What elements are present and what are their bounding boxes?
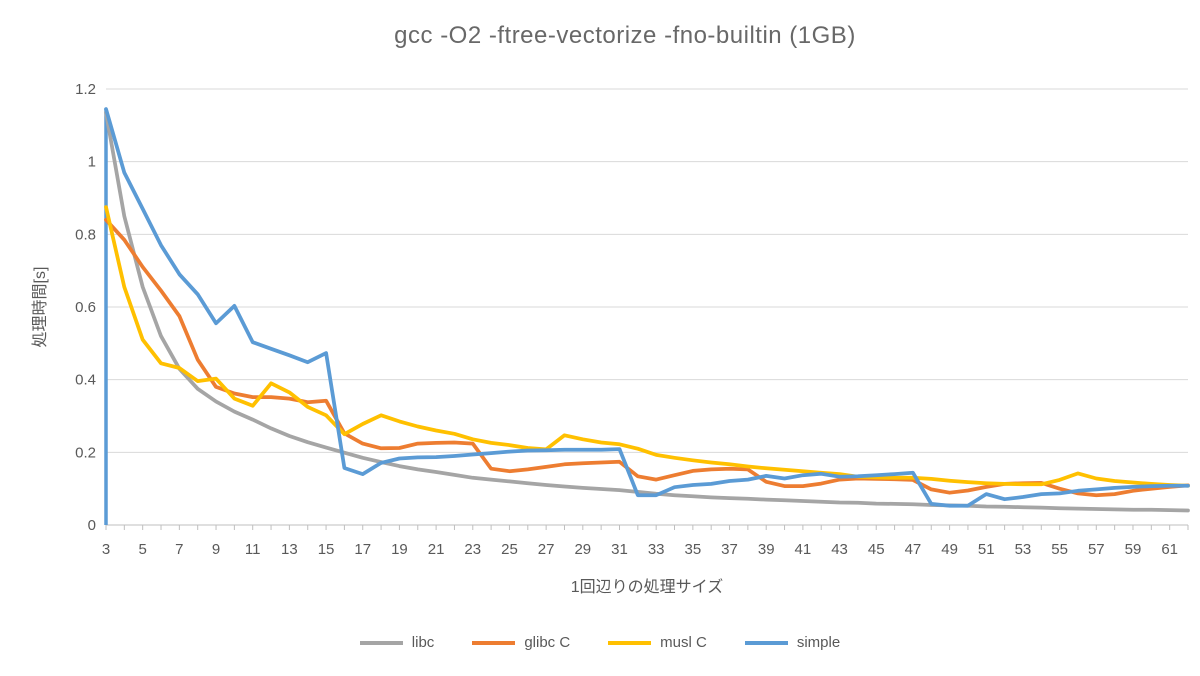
x-axis-title: 1回辺りの処理サイズ — [570, 579, 724, 596]
x-tick-label: 29 — [574, 541, 591, 558]
x-tick-label: 11 — [245, 541, 261, 558]
series-line-glibc-c — [104, 217, 1190, 498]
x-tick-label: 25 — [501, 541, 518, 558]
x-tick-label: 53 — [1015, 541, 1032, 558]
chart-title: gcc -O2 -ftree-vectorize -fno-builtin (1… — [394, 22, 856, 49]
x-tick-label: 59 — [1125, 541, 1142, 558]
series-line-musl-c — [104, 205, 1190, 488]
x-tick-label: 45 — [868, 541, 885, 558]
legend-item: simple — [744, 634, 841, 651]
x-tick-label: 35 — [685, 541, 702, 558]
x-tick-label: 47 — [905, 541, 922, 558]
x-tick-label: 17 — [354, 541, 371, 558]
x-tick-label: 5 — [139, 541, 147, 558]
x-tick-label: 55 — [1051, 541, 1068, 558]
x-tick-label: 15 — [318, 541, 335, 558]
y-axis-title: 処理時間[s] — [32, 266, 49, 348]
y-tick-label: 0.4 — [75, 372, 96, 389]
x-tick-label: 7 — [175, 541, 183, 558]
x-tick-label: 61 — [1161, 541, 1178, 558]
x-tick-label: 9 — [212, 541, 220, 558]
x-tick-label: 57 — [1088, 541, 1105, 558]
x-tick-label: 21 — [428, 541, 445, 558]
x-tick-label: 49 — [941, 541, 958, 558]
y-tick-label: 1 — [88, 154, 96, 171]
y-tick-label: 0.8 — [75, 226, 96, 243]
legend-label: musl C — [660, 634, 707, 651]
series-line-simple — [104, 107, 1190, 508]
legend-label: simple — [796, 634, 841, 651]
x-tick-label: 23 — [464, 541, 481, 558]
x-tick-label: 41 — [795, 541, 812, 558]
x-tick-label: 13 — [281, 541, 298, 558]
x-tick-label: 39 — [758, 541, 775, 558]
y-tick-label: 1.2 — [75, 81, 96, 98]
x-tick-label: 43 — [831, 541, 848, 558]
legend-label: libc — [411, 634, 435, 651]
legend-line-swatch — [472, 640, 516, 645]
x-tick-label: 37 — [721, 541, 738, 558]
legend-item: musl C — [608, 634, 707, 651]
legend: libc glibc C musl C simple — [0, 634, 1200, 651]
series-line-libc — [104, 110, 1190, 513]
legend-item: libc — [359, 634, 435, 651]
x-tick-label: 3 — [102, 541, 110, 558]
y-tick-label: 0.2 — [75, 444, 96, 461]
x-tick-label: 31 — [611, 541, 628, 558]
legend-line-swatch — [608, 640, 652, 645]
x-tick-label: 19 — [391, 541, 408, 558]
x-tick-label: 27 — [538, 541, 555, 558]
y-tick-label: 0.6 — [75, 299, 96, 316]
y-tick-label: 0 — [88, 517, 96, 534]
legend-line-swatch — [744, 640, 788, 645]
x-tick-label: 51 — [978, 541, 995, 558]
x-tick-label: 33 — [648, 541, 665, 558]
legend-label: glibc C — [524, 634, 571, 651]
legend-line-swatch — [359, 640, 403, 645]
legend-item: glibc C — [472, 634, 570, 651]
